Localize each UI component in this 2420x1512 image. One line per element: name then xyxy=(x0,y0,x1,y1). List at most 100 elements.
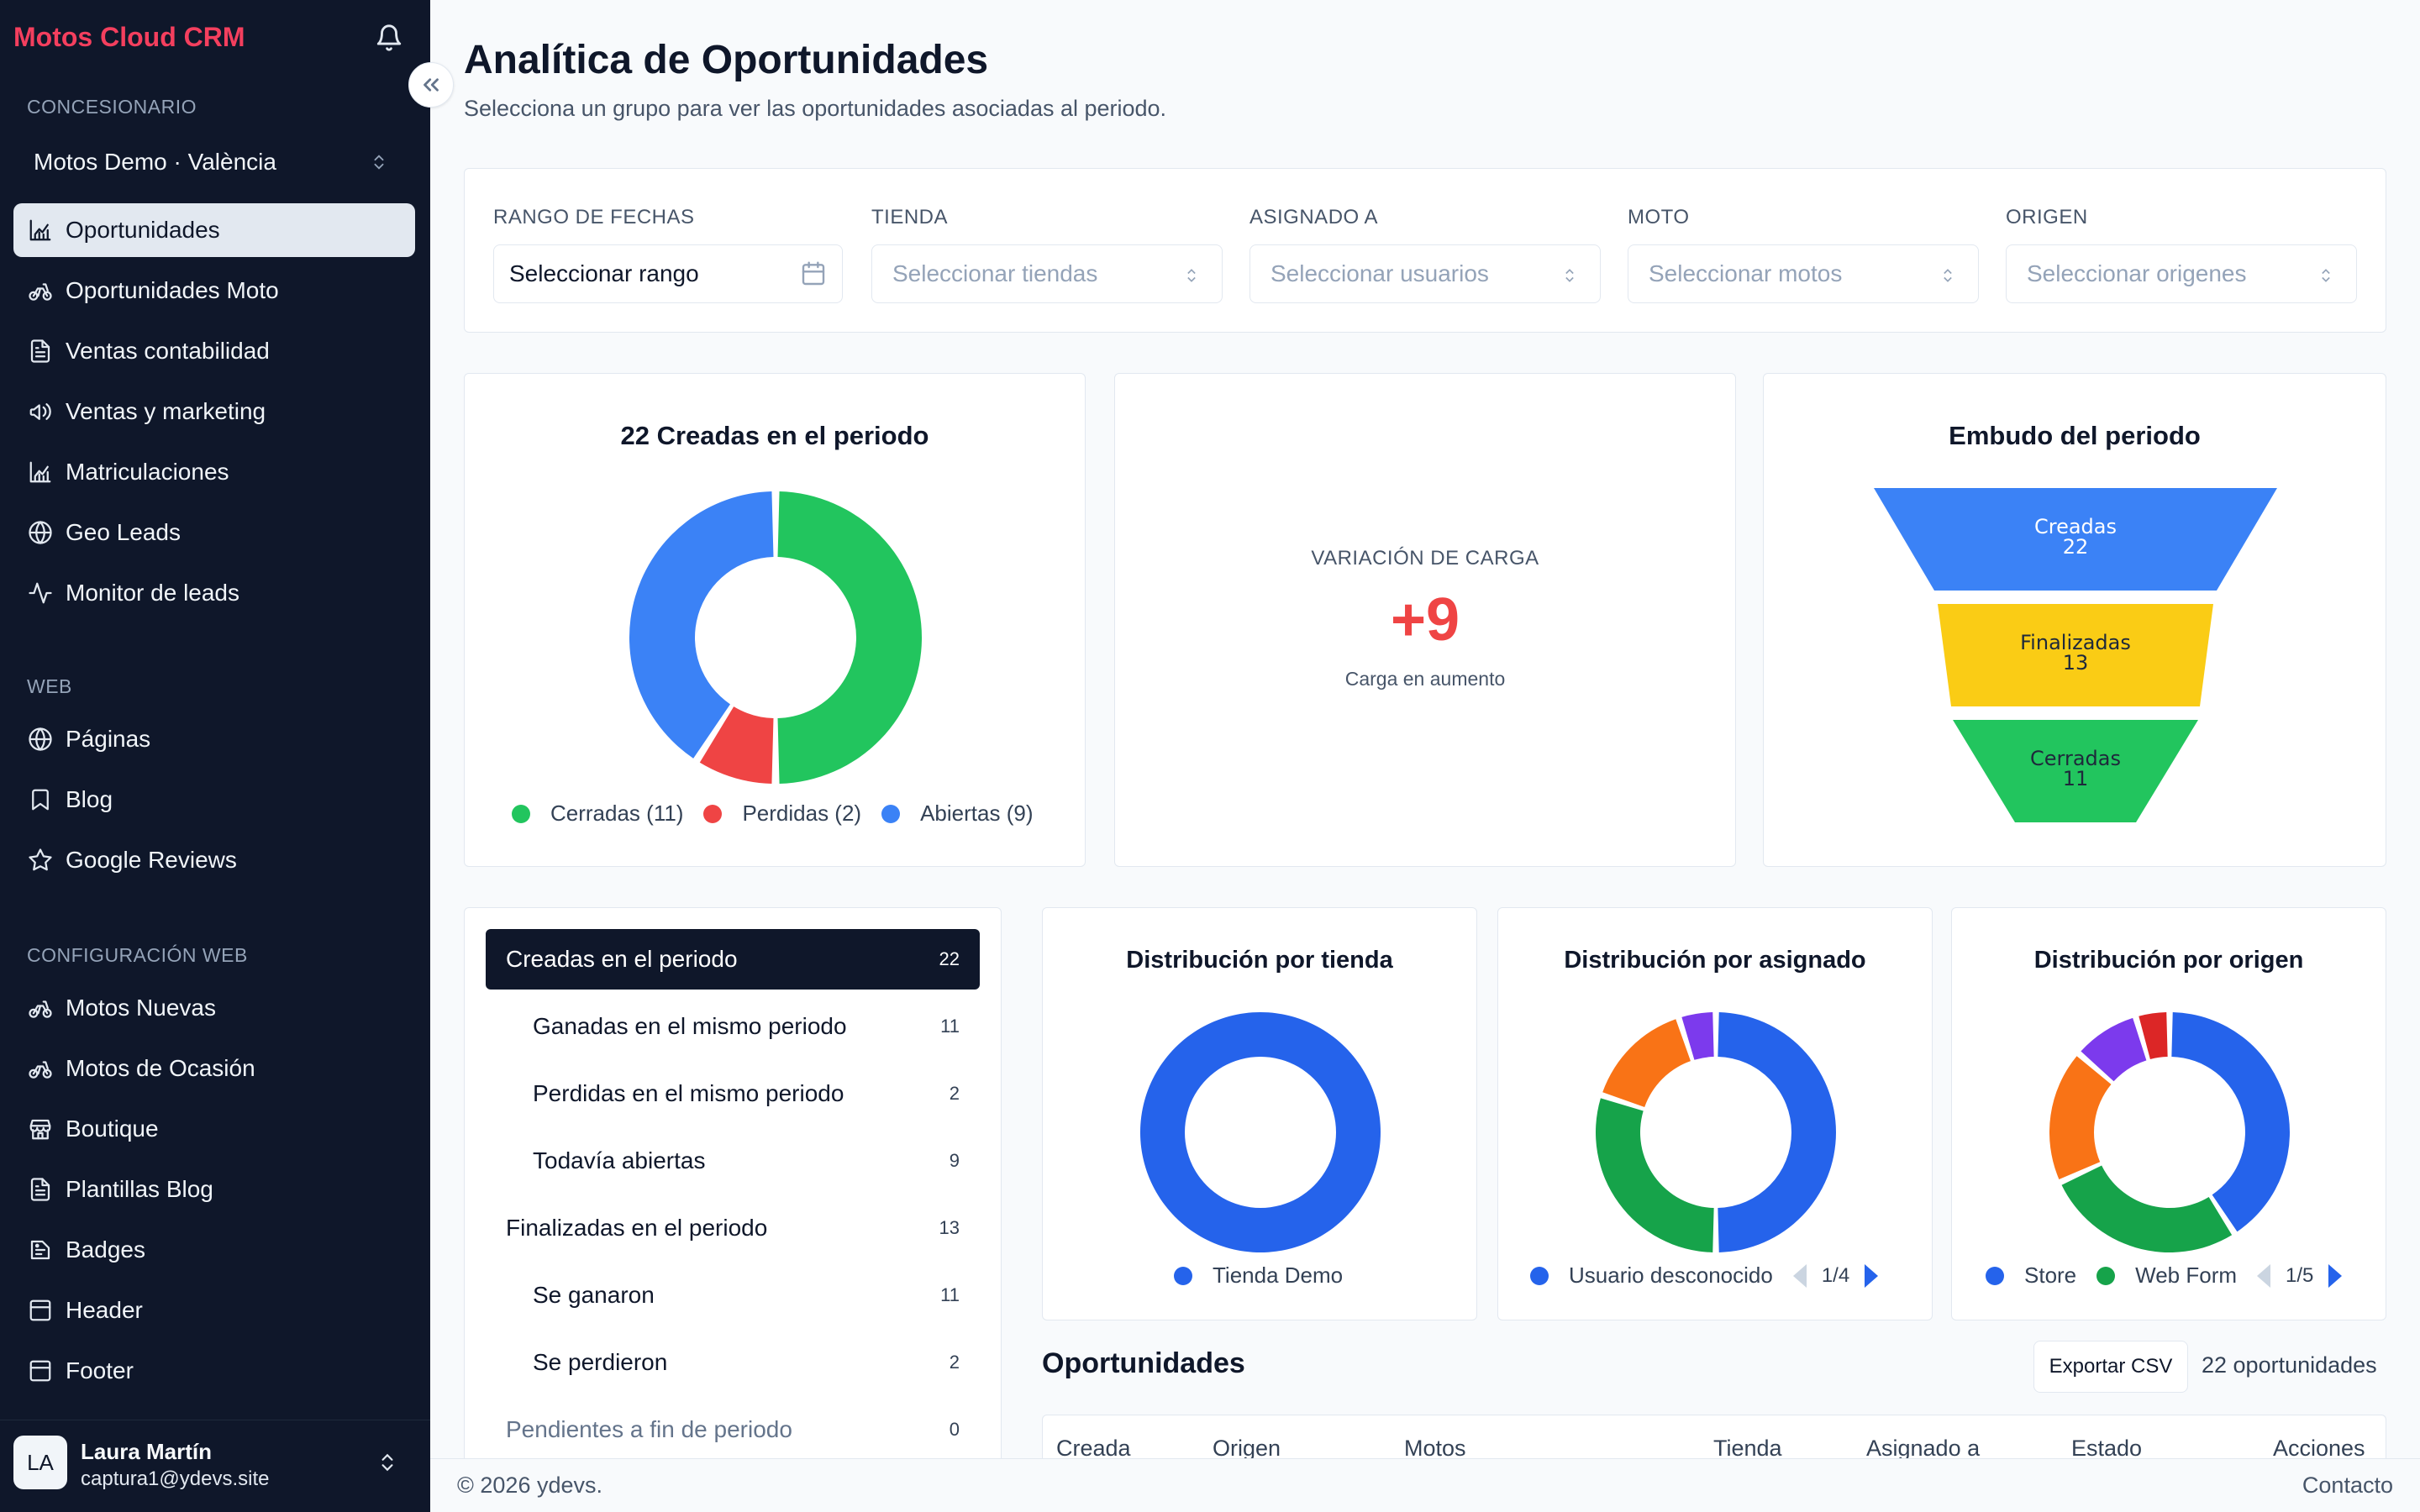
store-donut-chart[interactable] xyxy=(1140,1012,1381,1252)
sidebar-item-google-reviews[interactable]: Google Reviews xyxy=(13,833,415,887)
sidebar-item-label: Oportunidades Moto xyxy=(66,277,279,303)
store-select[interactable]: Seleccionar tiendas xyxy=(871,244,1223,303)
date-range-picker[interactable]: Seleccionar rango xyxy=(493,244,843,303)
page-title: Analítica de Oportunidades xyxy=(464,38,989,82)
group-item[interactable]: Se perdieron 2 xyxy=(486,1332,980,1393)
sidebar-item-páginas[interactable]: Páginas xyxy=(13,712,415,766)
column-header: Acciones xyxy=(2273,1436,2365,1461)
sidebar-item-label: Monitor de leads xyxy=(66,580,240,606)
sidebar-item-label: Ventas y marketing xyxy=(66,398,266,424)
legend-item[interactable]: Abiertas (9) xyxy=(881,801,1033,827)
donut-slice[interactable] xyxy=(777,491,922,784)
footer-copyright: © 2026 ydevs. xyxy=(457,1473,602,1498)
sidebar-item-oportunidades[interactable]: Oportunidades xyxy=(13,203,415,257)
assignee-donut-chart[interactable] xyxy=(1596,1012,1836,1252)
sidebar-item-label: Oportunidades xyxy=(66,217,220,243)
donut-slice[interactable] xyxy=(2171,1012,2290,1232)
legend-item[interactable]: Perdidas (2) xyxy=(703,801,861,827)
sidebar-item-motos-de-ocasión[interactable]: Motos de Ocasión xyxy=(13,1042,415,1095)
origin-select[interactable]: Seleccionar origenes xyxy=(2006,244,2357,303)
sidebar-item-geo-leads[interactable]: Geo Leads xyxy=(13,506,415,559)
sidebar-item-label: Footer xyxy=(66,1357,134,1383)
column-header[interactable]: Origen xyxy=(1213,1436,1281,1461)
column-header[interactable]: Motos xyxy=(1404,1436,1466,1461)
legend-item[interactable]: Cerradas (11) xyxy=(512,801,683,827)
origin-legend: Store Web Form 1/5 xyxy=(1986,1263,2343,1289)
group-item[interactable]: Finalizadas en el periodo 13 xyxy=(486,1198,980,1258)
group-count: 2 xyxy=(949,1352,960,1373)
next-page-icon[interactable] xyxy=(1865,1263,1879,1288)
group-item[interactable]: Perdidas en el mismo periodo 2 xyxy=(486,1063,980,1124)
group-item[interactable]: Se ganaron 11 xyxy=(486,1265,980,1326)
group-item[interactable]: Todavía abiertas 9 xyxy=(486,1131,980,1191)
export-csv-button[interactable]: Exportar CSV xyxy=(2033,1341,2188,1393)
dealer-selector[interactable]: Motos Demo · València xyxy=(13,141,417,183)
filters-card: RANGO DE FECHAS Seleccionar rango TIENDA… xyxy=(464,168,2386,333)
donut-slice[interactable] xyxy=(1718,1012,1836,1252)
donut-slice[interactable] xyxy=(629,491,774,759)
assignee-dist-title: Distribución por asignado xyxy=(1564,947,1866,974)
funnel-stage[interactable] xyxy=(1874,488,2277,591)
group-count: 11 xyxy=(940,1284,960,1305)
legend-item[interactable]: Usuario desconocido xyxy=(1530,1263,1773,1289)
footer: © 2026 ydevs. Contacto xyxy=(430,1458,2420,1512)
double-chevron-left-icon xyxy=(424,78,439,92)
sidebar-item-ventas-contabilidad[interactable]: Ventas contabilidad xyxy=(13,324,415,378)
legend-item[interactable]: Store xyxy=(1986,1263,2076,1289)
sidebar-item-plantillas-blog[interactable]: Plantillas Blog xyxy=(13,1163,415,1216)
donut-slice[interactable] xyxy=(2139,1012,2168,1060)
sidebar-item-boutique[interactable]: Boutique xyxy=(13,1102,415,1156)
group-item[interactable]: Creadas en el periodo 22 xyxy=(486,929,980,990)
donut-slice[interactable] xyxy=(1596,1098,1714,1252)
user-menu[interactable]: LA Laura Martín captura1@ydevs.site xyxy=(0,1420,430,1512)
legend-item[interactable]: Tienda Demo xyxy=(1174,1263,1343,1289)
group-item[interactable]: Ganadas en el mismo periodo 11 xyxy=(486,996,980,1057)
kpi-value: +9 xyxy=(1390,586,1460,654)
prev-page-icon[interactable] xyxy=(2257,1263,2271,1288)
sidebar-item-ventas-y-marketing[interactable]: Ventas y marketing xyxy=(13,385,415,438)
donut-slice[interactable] xyxy=(2049,1056,2112,1179)
document-icon xyxy=(27,1176,54,1203)
origin-donut-chart[interactable] xyxy=(2049,1012,2290,1252)
column-header[interactable]: Tienda xyxy=(1713,1436,1782,1461)
donut-slice[interactable] xyxy=(699,706,774,784)
sidebar-item-monitor-de-leads[interactable]: Monitor de leads xyxy=(13,566,415,620)
moto-select[interactable]: Seleccionar motos xyxy=(1628,244,1979,303)
chevron-updown-icon xyxy=(374,155,384,170)
funnel-stage[interactable] xyxy=(1953,720,2198,822)
brand-logo[interactable]: Motos Cloud CRM xyxy=(13,22,245,52)
sidebar-item-footer[interactable]: Footer xyxy=(13,1344,415,1398)
funnel-stage[interactable] xyxy=(1938,604,2213,706)
donut-slice[interactable] xyxy=(1140,1012,1381,1252)
footer-contact-link[interactable]: Contacto xyxy=(2302,1473,2393,1498)
next-page-icon[interactable] xyxy=(2328,1263,2343,1288)
donut-slice[interactable] xyxy=(2081,1017,2147,1082)
sidebar-item-motos-nuevas[interactable]: Motos Nuevas xyxy=(13,981,415,1035)
column-header[interactable]: Asignado a xyxy=(1866,1436,1981,1461)
created-donut-chart[interactable] xyxy=(629,491,922,784)
column-header[interactable]: Creada xyxy=(1056,1436,1131,1461)
pager-label: 1/5 xyxy=(2286,1263,2314,1287)
bell-icon[interactable] xyxy=(375,24,408,57)
group-item[interactable]: Pendientes a fin de periodo 0 xyxy=(486,1399,980,1460)
collapse-sidebar-button[interactable] xyxy=(408,62,454,108)
sidebar-item-badges[interactable]: Badges xyxy=(13,1223,415,1277)
sidebar-item-matriculaciones[interactable]: Matriculaciones xyxy=(13,445,415,499)
assignee-placeholder: Seleccionar usuarios xyxy=(1270,260,1489,286)
group-label: Finalizadas en el periodo xyxy=(506,1215,768,1241)
legend-dot xyxy=(2096,1266,2116,1285)
layout-icon xyxy=(27,1297,54,1324)
prev-page-icon[interactable] xyxy=(1792,1263,1807,1288)
sidebar-item-blog[interactable]: Blog xyxy=(13,773,415,827)
sidebar-item-header[interactable]: Header xyxy=(13,1284,415,1337)
funnel-stage-label: Cerradas xyxy=(2030,747,2121,770)
donut-slice[interactable] xyxy=(1602,1019,1691,1107)
assignee-select[interactable]: Seleccionar usuarios xyxy=(1249,244,1601,303)
sidebar-item-oportunidades-moto[interactable]: Oportunidades Moto xyxy=(13,264,415,318)
legend-item[interactable]: Web Form xyxy=(2096,1263,2237,1289)
column-header[interactable]: Estado xyxy=(2071,1436,2143,1461)
donut-slice[interactable] xyxy=(2061,1165,2233,1252)
donut-slice[interactable] xyxy=(1681,1012,1714,1060)
legend-pager: 1/4 xyxy=(1792,1263,1879,1288)
